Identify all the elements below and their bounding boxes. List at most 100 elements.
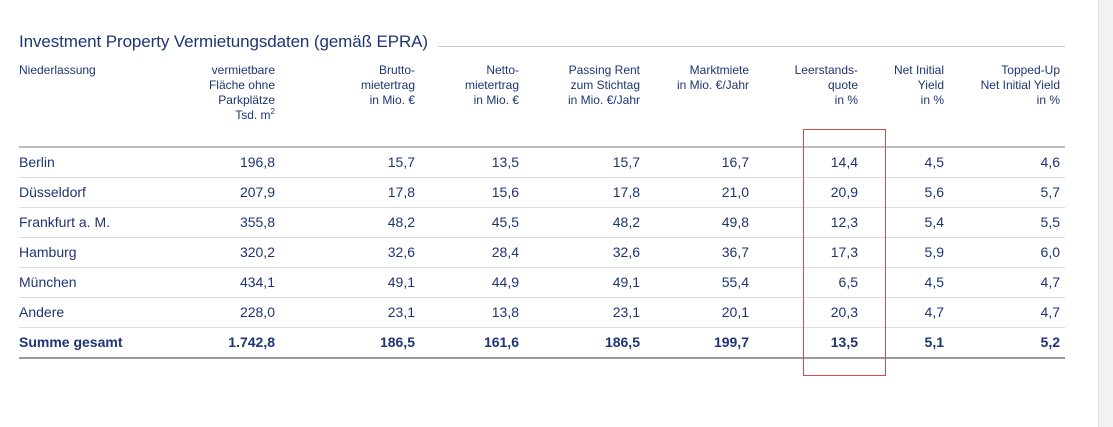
column-header-line: Fläche ohne: [208, 78, 275, 92]
column-header-7: Net Initial Yield in %: [894, 63, 944, 108]
table-cell: 20,1: [721, 304, 749, 320]
table-row: Andere 228,0 23,1 13,8 23,1 20,1 20,3 4,7 4,7: [19, 298, 1065, 328]
row-label: Berlin: [19, 154, 55, 170]
table-row: München 434,1 49,1 44,9 49,1 55,4 6,5 4,5 4,7: [19, 268, 1065, 298]
column-header-6: Leerstands-quote in %: [795, 63, 858, 108]
column-header-5: Marktmiete in Mio. €/Jahr: [677, 63, 749, 93]
table-row: Berlin 196,8 15,7 13,5 15,7 16,7 14,4 4,5 4,6: [19, 148, 1065, 178]
row-label: Andere: [19, 304, 65, 320]
table-cell: 23,1: [612, 304, 640, 320]
scrollbar-track[interactable]: [1098, 0, 1113, 427]
table-cell: 186,5: [604, 334, 640, 350]
column-header-line: Net Initial: [893, 63, 944, 77]
table-cell: 4,5: [924, 154, 944, 170]
table-cell: 13,8: [491, 304, 519, 320]
column-header-line: in Mio. €/Jahr: [676, 78, 749, 92]
table-cell: 15,6: [491, 184, 519, 200]
table-cell: 5,7: [1040, 184, 1060, 200]
table-cell: 32,6: [387, 244, 415, 260]
column-header-line: mietertrag: [360, 78, 415, 92]
table-cell: 4,7: [1040, 274, 1060, 290]
table-cell: 5,4: [924, 214, 944, 230]
table-row: Düsseldorf 207,9 17,8 15,6 17,8 21,0 20,9 5,6 5,…: [19, 178, 1065, 208]
table-cell: 320,2: [239, 244, 275, 260]
table-cell: 5,5: [1040, 214, 1060, 230]
table-cell: 434,1: [239, 274, 275, 290]
table-cell: 207,9: [239, 184, 275, 200]
column-header-line: Tsd. m2: [209, 108, 275, 123]
table-cell: 23,1: [387, 304, 415, 320]
row-label: München: [19, 274, 77, 290]
column-header-line: in %: [834, 93, 858, 107]
column-header-line: in %: [920, 93, 944, 107]
column-header-3: Netto-mietertrag in Mio. €: [465, 63, 519, 108]
column-header-line: Passing Rent: [568, 63, 640, 77]
table-cell: 14,4: [830, 154, 858, 170]
table-header: Niederlassung vermietbare Fläche ohne Parkp…: [19, 63, 1065, 145]
table-cell: 20,3: [830, 304, 858, 320]
table-cell: 17,8: [387, 184, 415, 200]
page-title: Investment Property Vermietungsdaten (ge…: [19, 32, 428, 51]
header-divider: [19, 146, 1065, 148]
column-header-line: Net Initial Yield: [980, 78, 1060, 92]
table-cell: 196,8: [239, 154, 275, 170]
column-header-text: Tsd. m: [235, 108, 271, 122]
table-cell: 32,6: [612, 244, 640, 260]
table-cell: 199,7: [713, 334, 749, 350]
table-cell: 48,2: [612, 214, 640, 230]
table-cell: 49,1: [387, 274, 415, 290]
column-header-line: Niederlassung: [19, 63, 96, 77]
column-header-line: mietertrag: [464, 78, 519, 92]
table-row: Frankfurt a. M. 355,8 48,2 45,5 48,2 49,8 12,3…: [19, 208, 1065, 238]
column-header-line: Marktmiete: [689, 63, 749, 77]
column-header-line: Brutto-: [378, 63, 415, 77]
column-header-superscript: 2: [270, 107, 275, 116]
row-label: Düsseldorf: [19, 184, 86, 200]
column-header-2: Brutto-mietertrag in Mio. €: [361, 63, 415, 108]
table-cell: 13,5: [491, 154, 519, 170]
row-label: Hamburg: [19, 244, 77, 260]
table-cell: 5,2: [1040, 334, 1060, 350]
column-header-line: Yield: [917, 78, 944, 92]
table-cell: 48,2: [387, 214, 415, 230]
table-cell: 17,3: [830, 244, 858, 260]
row-label: Frankfurt a. M.: [19, 214, 111, 230]
table-cell: 4,7: [924, 304, 944, 320]
column-header-line: Parkplätze: [218, 93, 275, 107]
column-header-0: Niederlassung: [19, 63, 96, 78]
table-cell: 6,0: [1040, 244, 1060, 260]
table-cell: 4,6: [1040, 154, 1060, 170]
table-cell: 36,7: [721, 244, 749, 260]
table-cell: 49,8: [721, 214, 749, 230]
column-header-line: in Mio. €: [473, 93, 519, 107]
table-cell: 6,5: [838, 274, 858, 290]
column-header-1: vermietbare Fläche ohne Parkplätze Tsd. m2: [209, 63, 275, 123]
column-header-8: Topped-Up Net Initial Yield in %: [981, 63, 1060, 108]
table-cell: 44,9: [491, 274, 519, 290]
table-cell: 20,9: [830, 184, 858, 200]
table-cell: 355,8: [239, 214, 275, 230]
table-cell: 161,6: [483, 334, 519, 350]
column-header-line: Leerstands-: [794, 63, 858, 77]
column-header-line: in %: [1036, 93, 1060, 107]
column-header-line: zum Stichtag: [570, 78, 640, 92]
table-cell: 4,7: [1040, 304, 1060, 320]
table-cell: 13,5: [830, 334, 858, 350]
total-row: Summe gesamt 1.742,8 186,5 161,6 186,5 199,7 1…: [19, 328, 1065, 359]
table-cell: 17,8: [612, 184, 640, 200]
table-cell: 15,7: [612, 154, 640, 170]
column-header-line: in Mio. €: [369, 93, 415, 107]
table-cell: 12,3: [830, 214, 858, 230]
column-header-line: in Mio. €/Jahr: [567, 93, 640, 107]
column-header-line: Netto-: [486, 63, 519, 77]
table-row: Hamburg 320,2 32,6 28,4 32,6 36,7 17,3 5,9 6,0: [19, 238, 1065, 268]
column-header-line: Topped-Up: [1001, 63, 1060, 77]
table-cell: 5,1: [924, 334, 944, 350]
column-header-4: Passing Rent zum Stichtag in Mio. €/Jahr: [568, 63, 640, 108]
column-header-line: quote: [827, 78, 858, 92]
table-cell: 5,6: [924, 184, 944, 200]
row-label: Summe gesamt: [19, 334, 123, 350]
column-header-line: vermietbare: [211, 63, 275, 77]
title-divider: [437, 45, 1065, 47]
table-cell: 21,0: [721, 184, 749, 200]
